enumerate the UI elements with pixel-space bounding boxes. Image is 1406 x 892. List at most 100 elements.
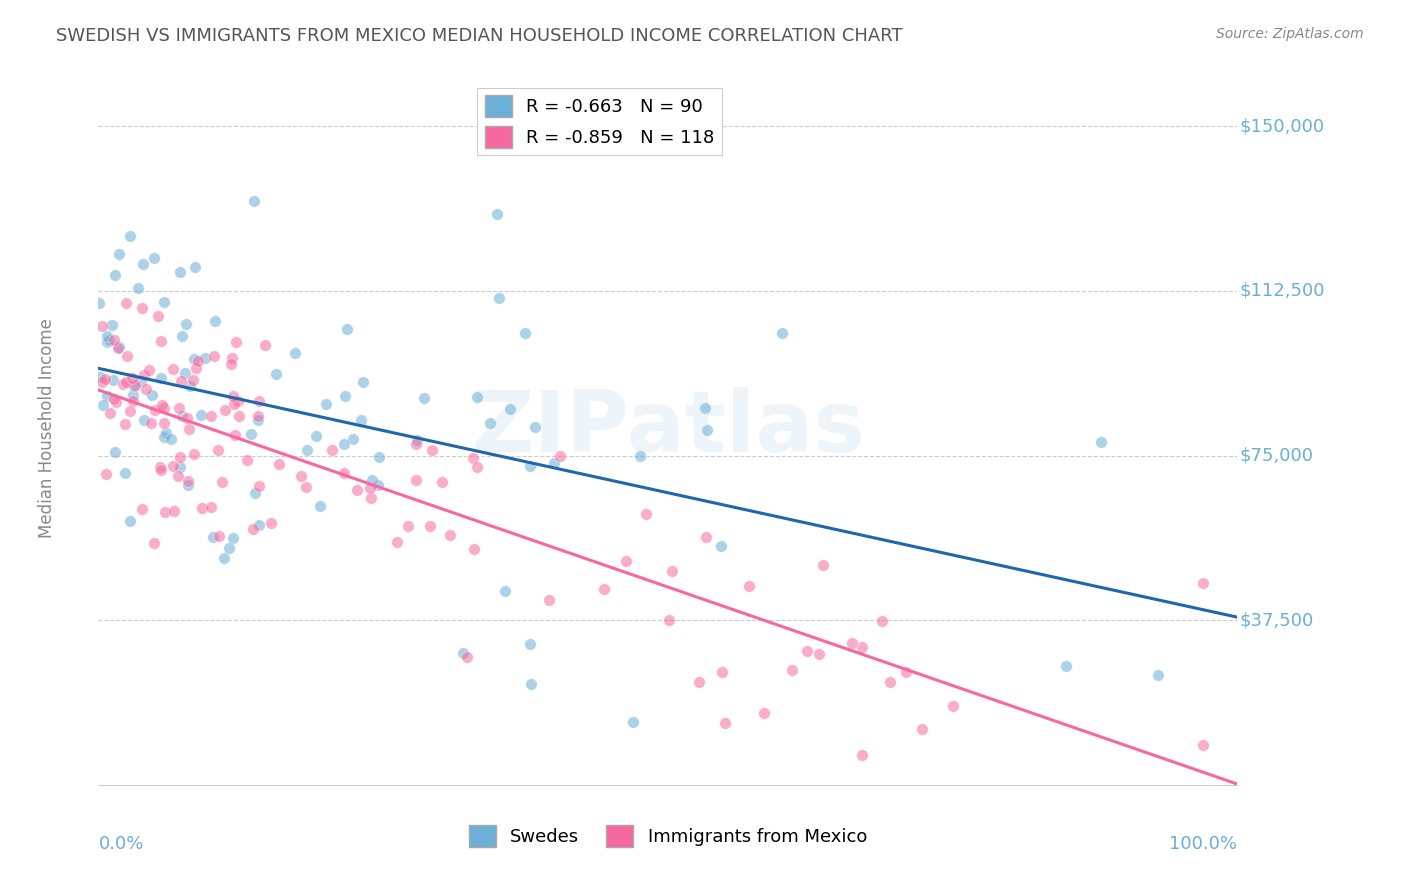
Point	[942, 698, 965, 713]
Point	[131, 257, 153, 271]
Point	[107, 340, 129, 354]
Point	[200, 500, 222, 514]
Point	[461, 450, 484, 465]
Point	[658, 613, 681, 627]
Point	[242, 522, 264, 536]
Point	[226, 394, 249, 409]
Point	[118, 403, 141, 417]
Text: 0.0%: 0.0%	[98, 835, 143, 853]
Point	[405, 437, 427, 451]
Point	[519, 636, 541, 650]
Point	[173, 366, 195, 380]
Point	[360, 491, 382, 505]
Point	[114, 296, 136, 310]
Point	[246, 409, 269, 423]
Point	[98, 333, 121, 347]
Point	[177, 475, 200, 489]
Point	[361, 474, 384, 488]
Point	[172, 329, 194, 343]
Point	[548, 449, 571, 463]
Point	[796, 644, 818, 658]
Point	[112, 376, 135, 391]
Point	[87, 295, 110, 310]
Point	[129, 374, 152, 388]
Point	[160, 432, 183, 446]
Point	[321, 443, 343, 458]
Point	[187, 354, 209, 368]
Point	[221, 351, 243, 365]
Point	[1192, 576, 1215, 591]
Point	[214, 550, 236, 565]
Point	[245, 486, 267, 500]
Point	[430, 475, 453, 489]
Point	[149, 459, 172, 474]
Point	[103, 392, 125, 407]
Point	[222, 531, 245, 545]
Point	[368, 450, 391, 464]
Point	[593, 582, 616, 597]
Point	[236, 452, 259, 467]
Point	[628, 449, 651, 463]
Point	[176, 411, 198, 425]
Point	[419, 518, 441, 533]
Point	[153, 417, 176, 431]
Point	[183, 447, 205, 461]
Point	[247, 393, 270, 408]
Point	[543, 456, 565, 470]
Point	[523, 420, 546, 434]
Point	[520, 677, 543, 691]
Point	[169, 460, 191, 475]
Point	[451, 646, 474, 660]
Point	[870, 614, 893, 628]
Point	[142, 251, 165, 265]
Point	[295, 442, 318, 457]
Point	[143, 536, 166, 550]
Point	[851, 640, 873, 654]
Point	[247, 478, 270, 492]
Text: ZIPatlas: ZIPatlas	[471, 386, 865, 470]
Point	[243, 194, 266, 209]
Point	[1146, 668, 1168, 682]
Point	[224, 397, 246, 411]
Point	[131, 301, 153, 316]
Point	[202, 349, 225, 363]
Point	[359, 482, 381, 496]
Point	[214, 403, 236, 417]
Point	[335, 389, 357, 403]
Point	[155, 426, 177, 441]
Point	[167, 469, 190, 483]
Point	[134, 368, 156, 383]
Point	[752, 706, 775, 720]
Point	[710, 665, 733, 679]
Point	[224, 428, 246, 442]
Point	[104, 268, 127, 283]
Point	[396, 519, 419, 533]
Point	[170, 374, 193, 388]
Point	[204, 314, 226, 328]
Point	[127, 280, 149, 294]
Point	[152, 401, 174, 415]
Point	[208, 529, 231, 543]
Point	[96, 467, 118, 481]
Point	[879, 674, 901, 689]
Point	[194, 351, 217, 366]
Text: Median Household Income: Median Household Income	[38, 318, 56, 538]
Point	[139, 416, 162, 430]
Point	[770, 326, 793, 340]
Text: 100.0%: 100.0%	[1170, 835, 1237, 853]
Point	[114, 417, 136, 432]
Point	[103, 333, 125, 347]
Point	[634, 508, 657, 522]
Point	[696, 423, 718, 437]
Point	[352, 375, 374, 389]
Point	[295, 479, 318, 493]
Point	[150, 334, 173, 348]
Legend: Swedes, Immigrants from Mexico: Swedes, Immigrants from Mexico	[461, 818, 875, 855]
Point	[118, 514, 141, 528]
Point	[695, 530, 717, 544]
Point	[90, 375, 112, 389]
Point	[94, 372, 117, 386]
Point	[179, 379, 201, 393]
Point	[851, 747, 873, 762]
Point	[387, 534, 409, 549]
